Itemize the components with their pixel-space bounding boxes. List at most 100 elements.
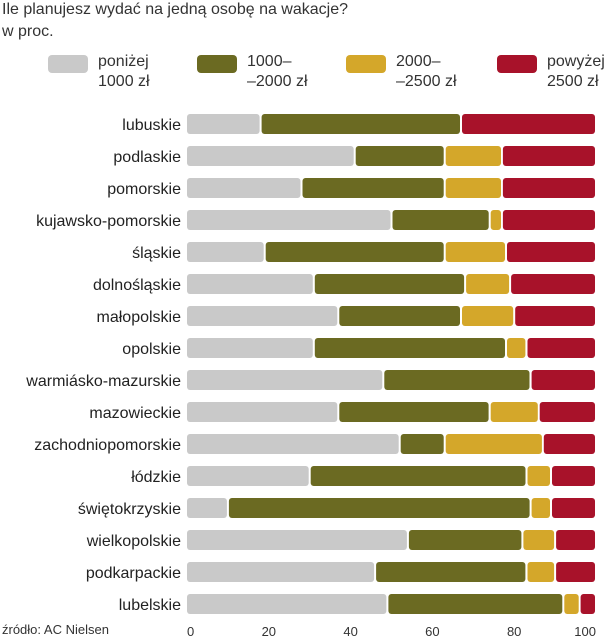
bar-segment	[187, 114, 260, 134]
bar-segment	[502, 146, 595, 166]
bar-segment	[187, 466, 309, 486]
category-label: dolnośląskie	[93, 277, 181, 294]
legend-label: 1000– –2000 zł	[247, 53, 308, 90]
chart-subtitle: w proc.	[2, 23, 54, 40]
chart-title: Ile planujesz wydać na jedną osobę na wa…	[2, 1, 349, 18]
legend-item-below-1000: poniżej 1000 zł	[48, 52, 150, 92]
bar-segment	[462, 306, 514, 326]
bar-segment	[462, 114, 595, 134]
bar-segment	[187, 530, 407, 550]
bar-segment	[302, 178, 444, 198]
bar-segment	[187, 338, 313, 358]
category-label: świętokrzyskie	[78, 501, 181, 518]
bar-segment	[507, 338, 526, 358]
category-label: zachodniopomorskie	[34, 437, 181, 454]
legend-item-1000-2000: 1000– –2000 zł	[197, 52, 308, 92]
legend-item-2000-2500: 2000– –2500 zł	[346, 52, 457, 92]
category-label: mazowieckie	[89, 405, 181, 422]
category-label: warmiásko-mazurskie	[25, 373, 181, 390]
legend-label: 2000– –2500 zł	[396, 53, 457, 90]
bar-segment	[552, 498, 595, 518]
category-label: małopolskie	[97, 309, 182, 326]
bar-segment	[523, 530, 555, 550]
x-tick-label: 80	[507, 624, 521, 639]
bar-segment	[552, 466, 595, 486]
bar-segment	[355, 146, 444, 166]
bar-segment	[531, 370, 595, 390]
bar-segment	[502, 210, 595, 230]
bar-segment	[490, 402, 538, 422]
bar-segment	[187, 402, 338, 422]
bar-segment	[265, 242, 444, 262]
category-label: śląskie	[132, 245, 181, 262]
bar-segment	[527, 562, 555, 582]
category-label: lubelskie	[119, 597, 181, 614]
bar-segment	[490, 210, 501, 230]
legend-swatch	[197, 55, 237, 73]
category-label: podkarpackie	[86, 565, 181, 582]
bar-segment	[187, 274, 313, 294]
bar-segment	[445, 242, 505, 262]
bar-segment	[564, 594, 579, 614]
bar-segment	[310, 466, 526, 486]
bar-segment	[339, 306, 460, 326]
x-tick-label: 20	[262, 624, 276, 639]
bar-segment	[392, 210, 489, 230]
legend-swatch	[48, 55, 88, 73]
legend-swatch	[346, 55, 386, 73]
category-label: podlaskie	[113, 149, 181, 166]
bar-segment	[187, 594, 387, 614]
bar-segment	[376, 562, 526, 582]
bar-segment	[556, 562, 595, 582]
category-label: łódzkie	[131, 469, 181, 486]
category-label: kujawsko-pomorskie	[36, 213, 181, 230]
legend-item-above-2500: powyżej 2500 zł	[497, 52, 605, 92]
bar-segment	[388, 594, 563, 614]
bar-segment	[466, 274, 510, 294]
bar-segment	[511, 274, 595, 294]
legend-swatch	[497, 55, 537, 73]
bar-segment	[187, 306, 338, 326]
bar-segment	[187, 498, 227, 518]
category-label: wielkopolskie	[86, 533, 181, 550]
bar-segment	[502, 178, 595, 198]
bar-segment	[580, 594, 595, 614]
bar-segment	[527, 466, 550, 486]
legend-label: poniżej 1000 zł	[98, 53, 150, 90]
bar-segment	[445, 178, 501, 198]
bar-segment	[445, 434, 542, 454]
bar-segment	[228, 498, 530, 518]
x-tick-label: 60	[425, 624, 439, 639]
bar-segment	[384, 370, 530, 390]
bar-segment	[187, 370, 383, 390]
x-tick-label: 40	[343, 624, 357, 639]
bar-segment	[556, 530, 595, 550]
bar-segment	[539, 402, 595, 422]
bar-segment	[314, 274, 465, 294]
category-label: opolskie	[122, 341, 181, 358]
bar-segment	[408, 530, 522, 550]
bar-segment	[400, 434, 444, 454]
bar-segment	[515, 306, 595, 326]
bar-segment	[507, 242, 595, 262]
bar-segment	[531, 498, 550, 518]
bar-segment	[187, 178, 301, 198]
bar-segment	[339, 402, 489, 422]
x-tick-label: 0	[187, 624, 194, 639]
bar-segment	[527, 338, 595, 358]
category-label: lubuskie	[122, 117, 181, 134]
bar-segment	[187, 434, 399, 454]
x-tick-label: 100	[574, 624, 596, 639]
bar-segment	[187, 242, 264, 262]
bar-segment	[261, 114, 460, 134]
bar-segment	[187, 210, 391, 230]
legend-label: powyżej 2500 zł	[547, 53, 605, 90]
bar-segment	[445, 146, 501, 166]
bar-segment	[187, 146, 354, 166]
bar-segment	[314, 338, 505, 358]
bar-segment	[543, 434, 595, 454]
category-label: pomorskie	[107, 181, 181, 198]
source-note: źródło: AC Nielsen	[2, 622, 109, 637]
bar-segment	[187, 562, 375, 582]
